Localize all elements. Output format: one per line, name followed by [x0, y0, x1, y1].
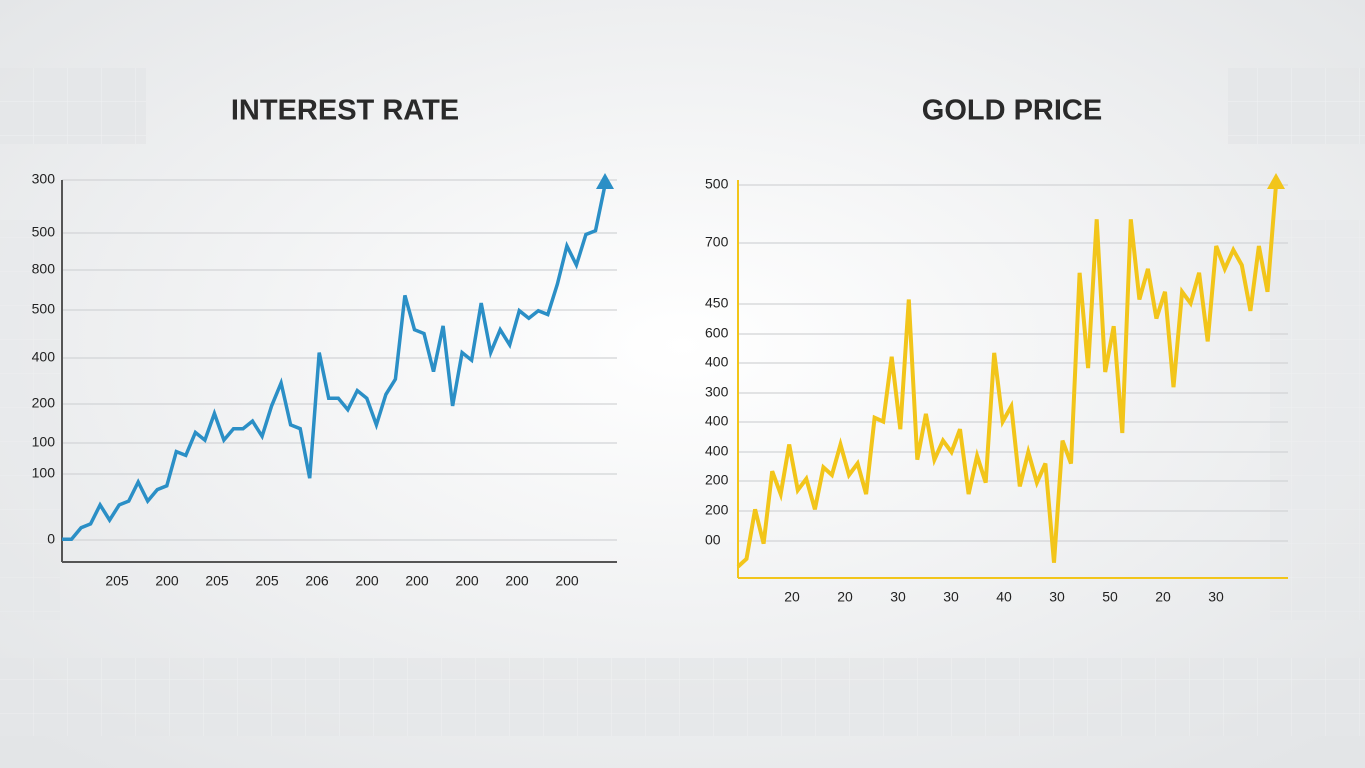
y-tick-label: 200	[705, 502, 729, 518]
bg-tiles	[1270, 220, 1365, 620]
y-tick-label: 500	[705, 176, 729, 192]
y-tick-label: 0	[47, 531, 55, 547]
x-tick-label: 205	[255, 573, 279, 589]
x-tick-label: 200	[155, 573, 179, 589]
y-tick-label: 300	[32, 171, 56, 187]
x-tick-label: 205	[105, 573, 129, 589]
data-line	[736, 184, 1278, 569]
x-tick-label: 20	[837, 589, 853, 605]
bg-tiles	[0, 220, 60, 620]
y-tick-label: 800	[32, 261, 56, 277]
y-tick-label: 400	[32, 349, 56, 365]
y-tick-label: 300	[705, 384, 729, 400]
y-tick-label: 600	[705, 325, 729, 341]
y-tick-label: 200	[705, 472, 729, 488]
x-tick-label: 205	[205, 573, 229, 589]
x-tick-label: 30	[1208, 589, 1224, 605]
bg-tiles	[0, 68, 146, 144]
x-tick-label: 20	[1155, 589, 1171, 605]
x-tick-label: 200	[555, 573, 579, 589]
y-tick-label: 400	[705, 354, 729, 370]
chart-title: INTEREST RATE	[231, 95, 459, 127]
y-tick-label: 200	[32, 395, 56, 411]
y-tick-label: 00	[705, 532, 721, 548]
x-tick-label: 50	[1102, 589, 1118, 605]
bg-tiles	[0, 658, 1365, 736]
y-tick-label: 500	[32, 301, 56, 317]
x-tick-label: 200	[455, 573, 479, 589]
x-tick-label: 30	[943, 589, 959, 605]
y-tick-label: 400	[705, 443, 729, 459]
y-tick-label: 700	[705, 234, 729, 250]
arrowhead	[596, 173, 614, 189]
bg-tiles	[1228, 68, 1365, 144]
y-tick-label: 450	[705, 295, 729, 311]
y-tick-label: 100	[32, 465, 56, 481]
x-tick-label: 206	[305, 573, 329, 589]
x-tick-label: 200	[505, 573, 529, 589]
x-tick-label: 200	[355, 573, 379, 589]
x-tick-label: 30	[890, 589, 906, 605]
x-tick-label: 20	[784, 589, 800, 605]
data-line	[62, 184, 607, 541]
x-tick-label: 40	[996, 589, 1012, 605]
x-tick-label: 200	[405, 573, 429, 589]
y-tick-label: 400	[705, 413, 729, 429]
y-tick-label: 500	[32, 224, 56, 240]
chart-title: GOLD PRICE	[922, 95, 1102, 127]
y-tick-label: 100	[32, 434, 56, 450]
x-tick-label: 30	[1049, 589, 1065, 605]
arrowhead	[1267, 173, 1285, 189]
